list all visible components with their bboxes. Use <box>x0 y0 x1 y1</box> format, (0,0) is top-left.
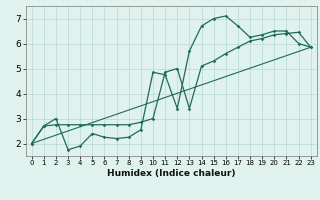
X-axis label: Humidex (Indice chaleur): Humidex (Indice chaleur) <box>107 169 236 178</box>
